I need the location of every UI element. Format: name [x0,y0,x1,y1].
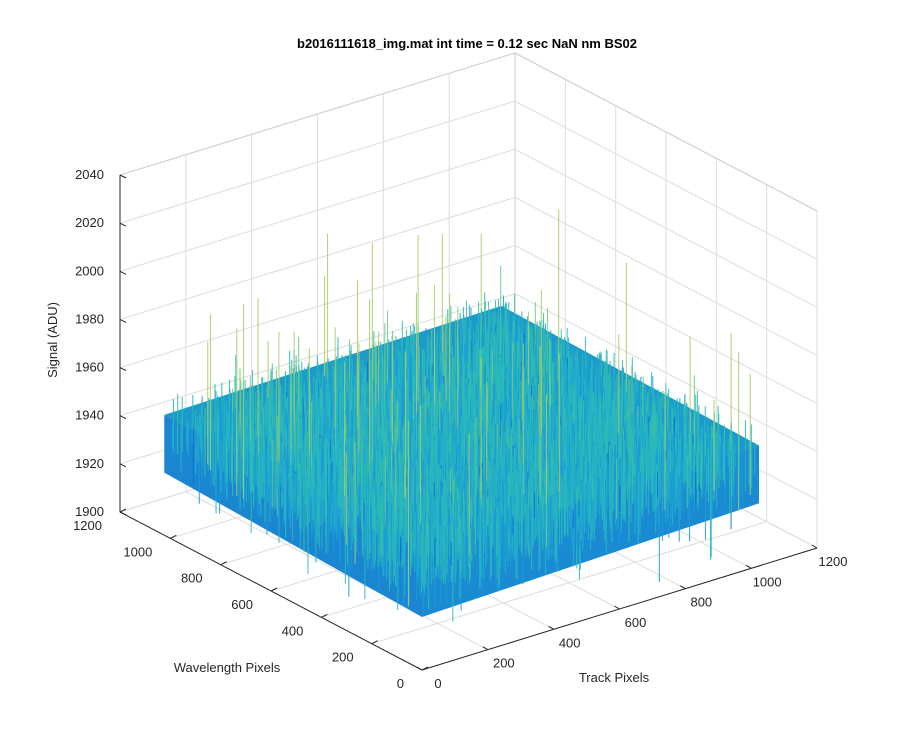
wall-gridline-z [514,100,818,260]
surface-layer [164,209,760,622]
wall-gridline-z [119,196,516,320]
box-edge [514,52,818,212]
wall-gridline-z [119,245,516,369]
wall-gridline-z [514,196,818,356]
wall-gridline-z [119,100,516,224]
wall-gridline-z [514,293,818,453]
wall-gridline-z [119,148,516,272]
wall-gridline-z [514,148,818,308]
wall-gridline-z [514,245,818,405]
box-edge [119,52,516,176]
